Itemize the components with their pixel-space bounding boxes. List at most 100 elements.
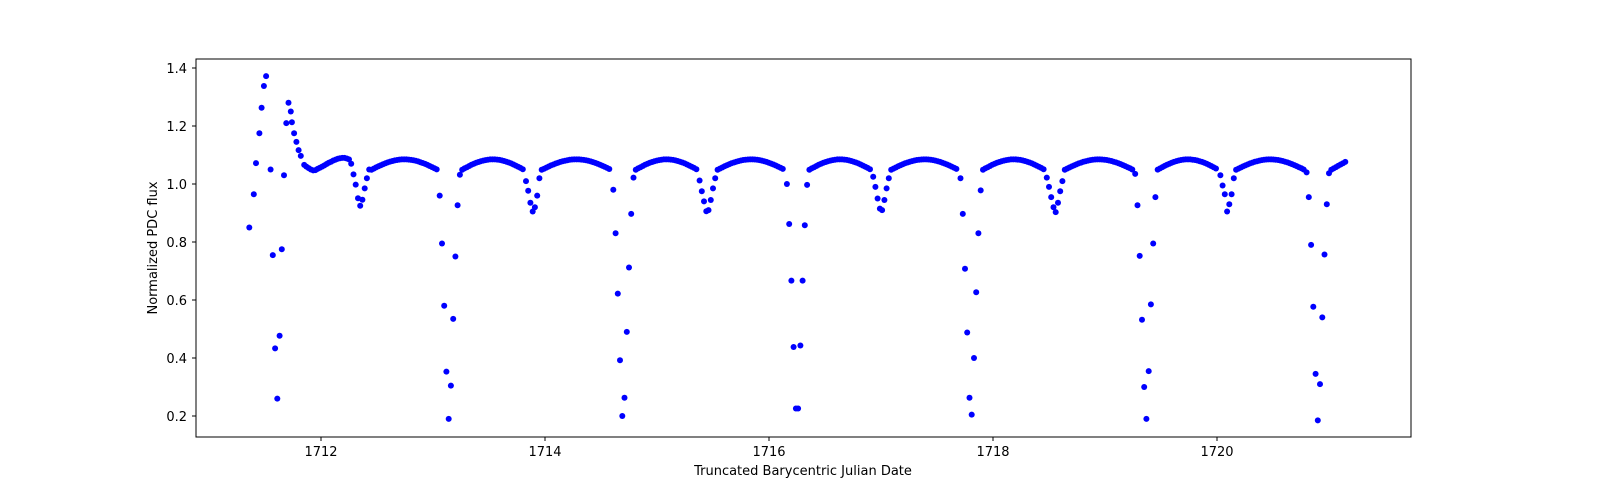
data-point (783, 181, 790, 187)
data-point (1219, 182, 1226, 189)
data-point (274, 395, 281, 402)
y-tick-label: 0.6 (166, 294, 187, 309)
data-point (779, 165, 786, 172)
data-point (281, 172, 287, 179)
data-point (701, 198, 707, 205)
data-point (1141, 384, 1148, 390)
data-point (287, 108, 294, 115)
data-point (253, 160, 259, 167)
data-point (867, 166, 873, 173)
data-point (293, 138, 300, 145)
x-tick-label: 1718 (976, 445, 1009, 460)
data-point (1342, 158, 1349, 165)
data-point (531, 204, 538, 211)
data-point (352, 181, 359, 188)
data-point (1221, 191, 1228, 198)
data-point (626, 264, 632, 271)
data-point (1129, 166, 1136, 173)
data-point (250, 191, 257, 198)
data-point (1314, 417, 1321, 424)
data-point (881, 197, 888, 203)
data-point (799, 277, 806, 284)
data-point (246, 224, 253, 231)
data-point (523, 178, 529, 185)
data-point (707, 197, 714, 203)
data-point (519, 166, 526, 173)
y-tick-label: 1.2 (166, 120, 187, 135)
y-tick-label: 1.0 (166, 178, 187, 193)
data-point (966, 394, 973, 401)
x-axis-ticks: 1712 1714 1716 1718 1720 (304, 437, 1234, 460)
y-tick-label: 1.4 (166, 62, 187, 77)
data-point (957, 175, 964, 182)
data-point (975, 230, 982, 237)
data-point (1228, 191, 1235, 198)
data-point (710, 185, 716, 192)
data-point (1217, 172, 1224, 179)
data-point (1310, 303, 1317, 310)
y-axis-ticks: 0.2 0.4 0.6 0.8 1.0 1.2 1.4 (166, 62, 196, 425)
data-point (1055, 199, 1061, 206)
data-point (450, 315, 457, 322)
data-point (456, 171, 463, 178)
data-point (1059, 178, 1066, 185)
x-tick-label: 1716 (752, 445, 785, 460)
y-tick-label: 0.2 (166, 410, 187, 425)
data-point (788, 277, 795, 284)
data-point (288, 119, 295, 126)
data-point (263, 73, 270, 80)
data-point (276, 332, 283, 339)
data-point (436, 192, 443, 199)
data-point (1300, 166, 1307, 173)
x-tick-label: 1712 (304, 445, 337, 460)
data-point (617, 357, 623, 364)
data-point (1050, 204, 1057, 211)
data-point (959, 210, 966, 217)
data-point (441, 302, 448, 309)
data-point (1040, 166, 1047, 173)
data-point (1321, 251, 1328, 258)
data-point (1048, 194, 1055, 201)
data-point (962, 265, 968, 272)
data-point (267, 166, 274, 173)
data-point (698, 188, 705, 195)
data-point (363, 175, 370, 182)
y-axis-label: Normalized PDC flux (146, 181, 161, 314)
data-point (447, 382, 454, 389)
data-point (534, 192, 541, 199)
data-point (297, 152, 304, 159)
data-point (885, 175, 892, 182)
data-point (443, 368, 450, 375)
data-point (790, 344, 797, 350)
data-point (1052, 209, 1059, 216)
data-point (968, 411, 975, 418)
data-point (1134, 202, 1141, 209)
data-point (1308, 241, 1315, 248)
data-point (693, 166, 700, 173)
data-point (361, 185, 368, 192)
data-point (712, 175, 719, 182)
data-point (1043, 174, 1050, 181)
data-point (272, 345, 279, 352)
x-tick-label: 1714 (528, 445, 561, 460)
data-point (1224, 208, 1231, 215)
data-point (973, 289, 980, 296)
data-point (278, 246, 285, 253)
data-point (621, 394, 628, 401)
data-point (630, 174, 637, 181)
data-point (1147, 301, 1154, 308)
x-axis-label: Truncated Barycentric Julian Date (693, 464, 912, 479)
data-point (256, 130, 263, 137)
data-point (260, 83, 267, 89)
data-point (696, 177, 703, 184)
data-point (1143, 415, 1150, 422)
data-point (359, 196, 366, 203)
data-point (454, 202, 461, 209)
data-point (283, 120, 290, 127)
data-point (269, 252, 276, 259)
data-point (619, 413, 626, 419)
data-point (628, 210, 635, 217)
data-point (1226, 201, 1233, 208)
data-point (1312, 370, 1319, 377)
data-point (623, 328, 630, 335)
